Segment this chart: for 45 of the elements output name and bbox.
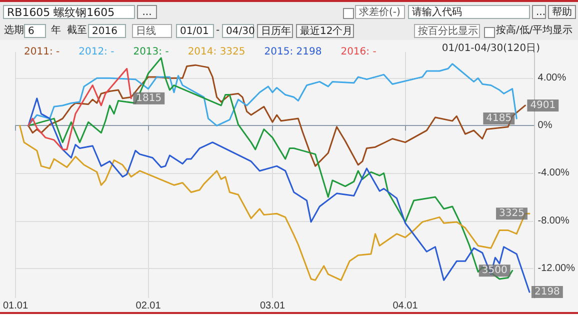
text: ... bbox=[532, 5, 546, 19]
text: 2012: - bbox=[78, 46, 115, 58]
text: 2016: - bbox=[340, 46, 377, 58]
chart-title: RB1605 螺纹钢1605 bbox=[3, 5, 135, 19]
text: 2016 bbox=[88, 24, 126, 38]
text: 04/30 bbox=[222, 24, 255, 38]
text: 按百分比显示 bbox=[414, 24, 480, 38]
text: - bbox=[216, 24, 220, 38]
annotation: 4901 bbox=[530, 100, 556, 111]
annotation: 3325 bbox=[499, 208, 524, 220]
x-tick-label: 04.01 bbox=[392, 300, 418, 312]
text: 按高/低/平均显示 bbox=[496, 24, 573, 38]
y-tick-label: -12.00% bbox=[538, 262, 576, 274]
text: 日线 bbox=[132, 24, 172, 38]
text: 日历年 bbox=[257, 24, 293, 38]
text: 请输入代码 bbox=[408, 5, 530, 19]
series-label: 2013: - bbox=[133, 46, 170, 58]
text: 01/01 bbox=[176, 24, 214, 38]
text: 2011: - bbox=[24, 46, 60, 58]
y-tick-label: -4.00% bbox=[538, 168, 570, 179]
y-tick-label: 0% bbox=[538, 120, 552, 132]
annotation: 2198 bbox=[534, 286, 560, 298]
text: 年 bbox=[51, 24, 61, 38]
y-tick-label: 4.00% bbox=[538, 72, 566, 84]
line-series bbox=[19, 124, 530, 281]
annotation: 1815 bbox=[136, 92, 162, 104]
text: 6 bbox=[24, 24, 46, 38]
line-series bbox=[28, 63, 518, 126]
annotation: 3500 bbox=[482, 265, 508, 276]
text: 帮助 bbox=[548, 5, 576, 19]
chart-subtitle: 01/01-04/30(120日) bbox=[442, 42, 540, 55]
x-tick-label: 03.01 bbox=[260, 300, 286, 312]
line-series bbox=[28, 68, 132, 150]
text: 2015: 2198 bbox=[264, 46, 322, 58]
text: ... bbox=[137, 5, 157, 19]
line-series bbox=[28, 64, 526, 167]
annotation: 4185 bbox=[486, 113, 512, 124]
text: 选期 bbox=[4, 24, 24, 38]
text: 截至 bbox=[67, 24, 87, 38]
x-tick-label: 01.01 bbox=[2, 300, 28, 312]
text: 2014: 3325 bbox=[188, 46, 246, 58]
text: 求差价(-) bbox=[355, 5, 405, 19]
y-tick-label: -8.00% bbox=[538, 215, 570, 226]
text: 最近12个月 bbox=[296, 24, 354, 38]
x-tick-label: 02.01 bbox=[136, 300, 162, 312]
